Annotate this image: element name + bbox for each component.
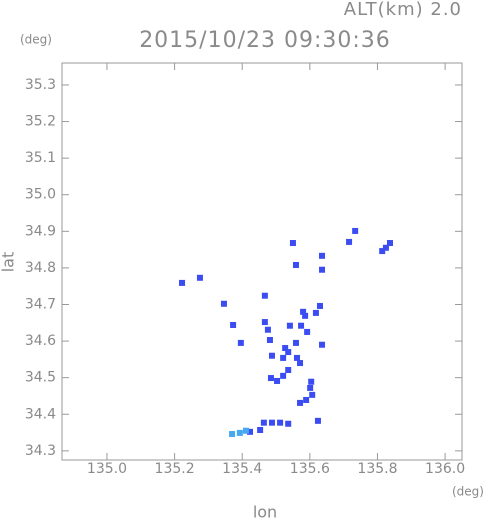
echo-point <box>242 427 249 434</box>
y-tick-label: 34.8 <box>25 260 56 276</box>
echo-point <box>379 248 386 255</box>
y-tick-label: 34.5 <box>25 370 56 386</box>
y-tick-label: 34.6 <box>25 333 56 349</box>
echo-point <box>266 336 273 343</box>
echo-point <box>319 252 326 259</box>
echo-point <box>302 312 309 319</box>
echo-point <box>285 366 292 373</box>
x-tick-label: 135.6 <box>290 461 330 477</box>
echo-point <box>274 377 281 384</box>
echo-point <box>289 240 296 247</box>
y-axis-label: lat <box>0 252 18 273</box>
echo-point <box>220 300 227 307</box>
echo-point <box>229 431 236 438</box>
echo-point <box>285 349 292 356</box>
echo-point <box>230 321 237 328</box>
echo-point <box>316 302 323 309</box>
y-tick-label: 35.3 <box>25 77 56 93</box>
echo-point <box>268 419 275 426</box>
echo-point <box>300 308 307 315</box>
echo-point <box>282 345 289 352</box>
echo-point <box>292 261 299 268</box>
echo-point <box>285 420 292 427</box>
echo-point <box>277 419 284 426</box>
y-tick-label: 34.7 <box>25 296 56 312</box>
y-tick-label: 34.9 <box>25 223 56 239</box>
echo-point <box>386 240 393 247</box>
echo-point <box>308 378 315 385</box>
echo-point <box>236 429 243 436</box>
x-tick-label: 135.4 <box>222 461 262 477</box>
echo-point <box>257 426 264 433</box>
echo-point <box>261 292 268 299</box>
echo-point <box>304 328 311 335</box>
echo-point <box>309 391 316 398</box>
x-unit: (deg) <box>452 485 484 499</box>
echo-point <box>307 384 314 391</box>
echo-point <box>346 238 353 245</box>
x-tick-label: 135.8 <box>357 461 397 477</box>
echo-point <box>297 360 304 367</box>
echo-point <box>286 322 293 329</box>
y-tick-label: 35.2 <box>25 114 56 130</box>
echo-point <box>260 419 267 426</box>
echo-point <box>267 375 274 382</box>
y-tick-label: 35.1 <box>25 150 56 166</box>
echo-point <box>196 274 203 281</box>
echo-point <box>292 339 299 346</box>
plot-frame <box>61 62 463 461</box>
altitude-label: ALT(km) 2.0 <box>344 0 462 20</box>
echo-point <box>297 399 304 406</box>
echo-point <box>293 354 300 361</box>
y-tick-label: 34.4 <box>25 406 56 422</box>
y-tick-label: 34.3 <box>25 443 56 459</box>
echo-point <box>261 319 268 326</box>
x-tick-label: 136.0 <box>425 461 465 477</box>
echo-point <box>303 396 310 403</box>
chart-title: 2015/10/23 09:30:36 <box>139 28 391 53</box>
echo-point <box>246 428 253 435</box>
echo-point <box>319 266 326 273</box>
echo-point <box>352 227 359 234</box>
y-tick-label: 35.0 <box>25 187 56 203</box>
x-axis-label: lon <box>253 503 277 521</box>
x-tick-label: 135.0 <box>87 461 127 477</box>
echo-point <box>237 339 244 346</box>
echo-point <box>280 372 287 379</box>
echo-point <box>298 322 305 329</box>
echo-point <box>179 279 186 286</box>
y-unit: (deg) <box>20 33 52 47</box>
echo-point <box>268 352 275 359</box>
echo-point <box>264 326 271 333</box>
echo-point <box>312 309 319 316</box>
echo-point <box>319 341 326 348</box>
echo-point <box>382 244 389 251</box>
echo-point <box>314 417 321 424</box>
x-tick-label: 135.2 <box>155 461 195 477</box>
echo-point <box>280 354 287 361</box>
